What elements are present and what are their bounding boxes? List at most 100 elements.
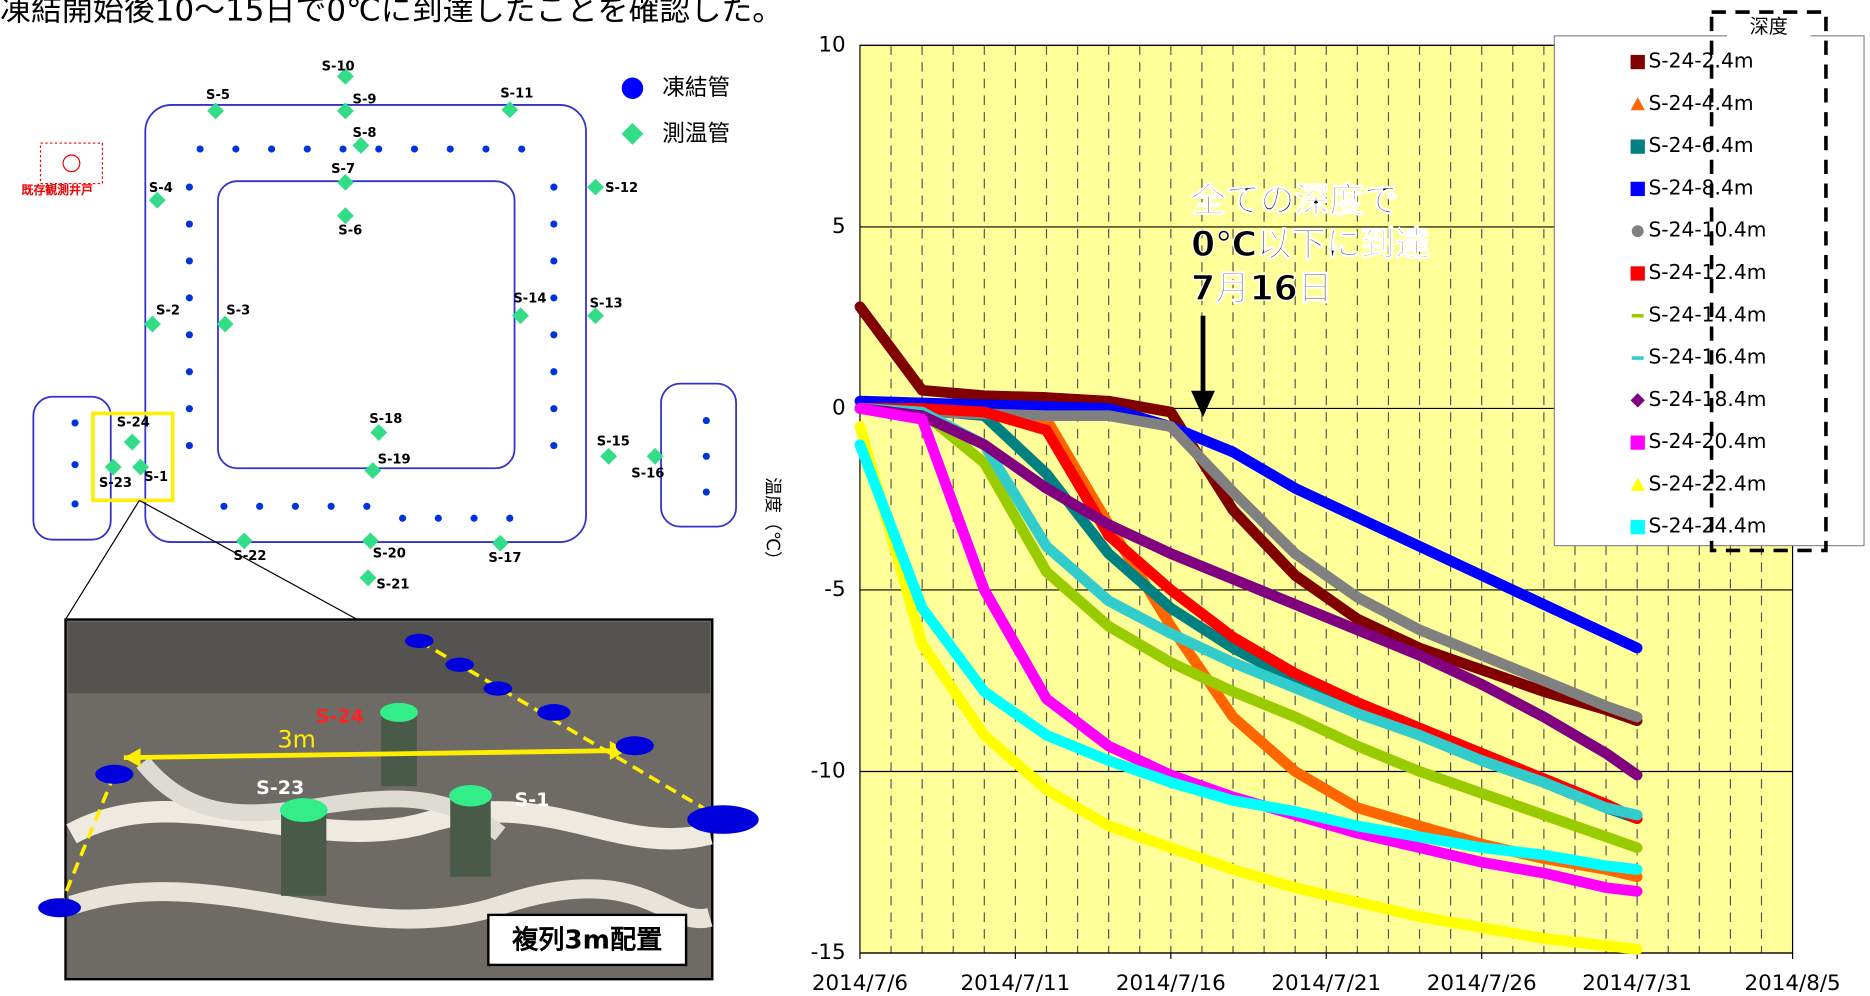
sensor — [336, 67, 354, 85]
freeze-pipe — [71, 419, 79, 427]
sensor — [132, 458, 149, 476]
freeze-pipe — [185, 294, 193, 302]
legend-label: S-24-6.4m — [1648, 133, 1753, 157]
sensor — [359, 569, 377, 587]
sensor-label: S-1 — [144, 470, 168, 485]
freeze-pipe — [327, 502, 335, 510]
sensor — [216, 315, 234, 333]
legend-marker — [1630, 520, 1645, 535]
freeze-pipe — [550, 442, 558, 450]
freeze-pipe — [185, 220, 193, 228]
x-tick-label: 2014/7/11 — [960, 971, 1070, 996]
sensor-label: S-20 — [373, 546, 406, 561]
sensor-label: S-14 — [513, 292, 546, 307]
freeze-pipe — [185, 368, 193, 376]
legend-label: S-24-24.4m — [1648, 514, 1766, 538]
x-tick-label: 2014/8/5 — [1744, 971, 1840, 996]
legend-marker — [1630, 97, 1645, 111]
x-tick-label: 2014/7/26 — [1427, 971, 1537, 996]
existing-well: 既存観測井戸 — [21, 142, 104, 197]
annotation-arrowhead — [1191, 390, 1215, 418]
inner-frame — [217, 180, 516, 470]
legend-label: S-24-16.4m — [1648, 345, 1766, 369]
freeze-pipe — [185, 257, 193, 265]
legend-marker — [1630, 139, 1645, 154]
legend-label: S-24-8.4m — [1648, 175, 1753, 199]
freeze-pipe — [550, 405, 558, 413]
chart: -15 -10 -5 0 5 10 2014/7/6 2014/7/11 2014/7/16 20… — [762, 10, 1865, 996]
sensor-label: S-6 — [338, 224, 362, 239]
legend-title-bg — [1727, 14, 1811, 41]
freeze-pipe — [232, 145, 240, 153]
header-text: 凍結開始後10～15日で0℃に到達したことを確認した。 — [0, 0, 783, 29]
sensor-label: S-21 — [376, 577, 409, 592]
legend-marker — [1630, 181, 1645, 197]
photo-caption: 複列3m配置 — [512, 925, 662, 956]
freeze-pipe — [303, 145, 311, 153]
sensor-label: S-13 — [590, 296, 623, 311]
left-frame — [32, 395, 112, 541]
legend-title: 深度 — [1750, 16, 1788, 38]
freeze-pipe — [71, 500, 79, 508]
x-tick-label: 2014/7/6 — [812, 971, 908, 996]
freeze-pipe — [185, 183, 193, 191]
legend-label: 測温管 — [662, 121, 730, 147]
freeze-pipe — [518, 145, 526, 153]
sensor-label: S-23 — [99, 476, 132, 491]
freeze-pipe — [702, 452, 710, 460]
sensor-label: S-10 — [322, 59, 355, 74]
freeze-pipe — [506, 514, 514, 522]
series-line — [854, 403, 1643, 781]
photo-label: S-23 — [256, 777, 304, 799]
diagram-marks: S-1 S-2 S-3 S-4 S-5 S-6 S-7 S-8 S-9 S-10 S-11 S-12 S… — [71, 59, 710, 592]
sensor-label: S-3 — [226, 304, 250, 319]
sensor-label: S-4 — [149, 181, 173, 196]
freeze-pipe — [256, 502, 264, 510]
freeze-pipe — [71, 461, 79, 469]
legend-label: 凍結管 — [662, 75, 730, 101]
callout-line — [65, 500, 140, 620]
legend-diamond — [621, 122, 644, 145]
photo-distance: 3m — [278, 725, 316, 753]
legend-label: S-24-18.4m — [1648, 387, 1766, 411]
y-tick-label: -5 — [824, 577, 845, 602]
legend-dot — [621, 77, 644, 99]
freeze-pipe — [267, 145, 276, 153]
y-tick-label: -10 — [811, 758, 846, 783]
freeze-pipe — [375, 145, 383, 153]
freeze-pipe — [185, 405, 193, 413]
well-label: 既存観測井戸 — [21, 183, 93, 197]
freeze-pipe — [550, 183, 558, 191]
sensor-label: S-16 — [631, 467, 664, 482]
freeze-pipe — [550, 294, 558, 302]
sensor — [123, 433, 141, 451]
freeze-pipe — [220, 502, 228, 510]
legend-marker — [1630, 477, 1645, 491]
legend-marker — [1630, 54, 1645, 70]
y-tick-label: 5 — [832, 214, 846, 239]
sensor-label: S-9 — [353, 93, 377, 108]
legend-label: S-24-10.4m — [1648, 218, 1766, 242]
photo-label: S-1 — [515, 789, 550, 811]
freeze-pipe — [434, 514, 442, 522]
legend-marker — [1631, 225, 1644, 238]
sensor — [512, 307, 529, 325]
legend-marker — [1631, 313, 1644, 318]
sensor-label: S-17 — [488, 551, 521, 566]
freeze-pipe — [363, 502, 371, 510]
y-tick-label: -15 — [811, 940, 846, 965]
sensor — [491, 534, 509, 552]
freeze-pipe — [291, 502, 299, 510]
series-line — [854, 395, 1643, 654]
legend-marker — [1631, 356, 1644, 360]
freeze-pipe — [446, 145, 454, 153]
sensor — [501, 101, 519, 119]
sensor — [352, 137, 370, 154]
legend-label: S-24-22.4m — [1648, 471, 1766, 495]
legend-label: S-24-14.4m — [1648, 302, 1766, 326]
x-tick-label: 2014/7/21 — [1271, 971, 1381, 996]
sensor-label: S-12 — [605, 181, 638, 196]
series-line — [854, 403, 1643, 821]
